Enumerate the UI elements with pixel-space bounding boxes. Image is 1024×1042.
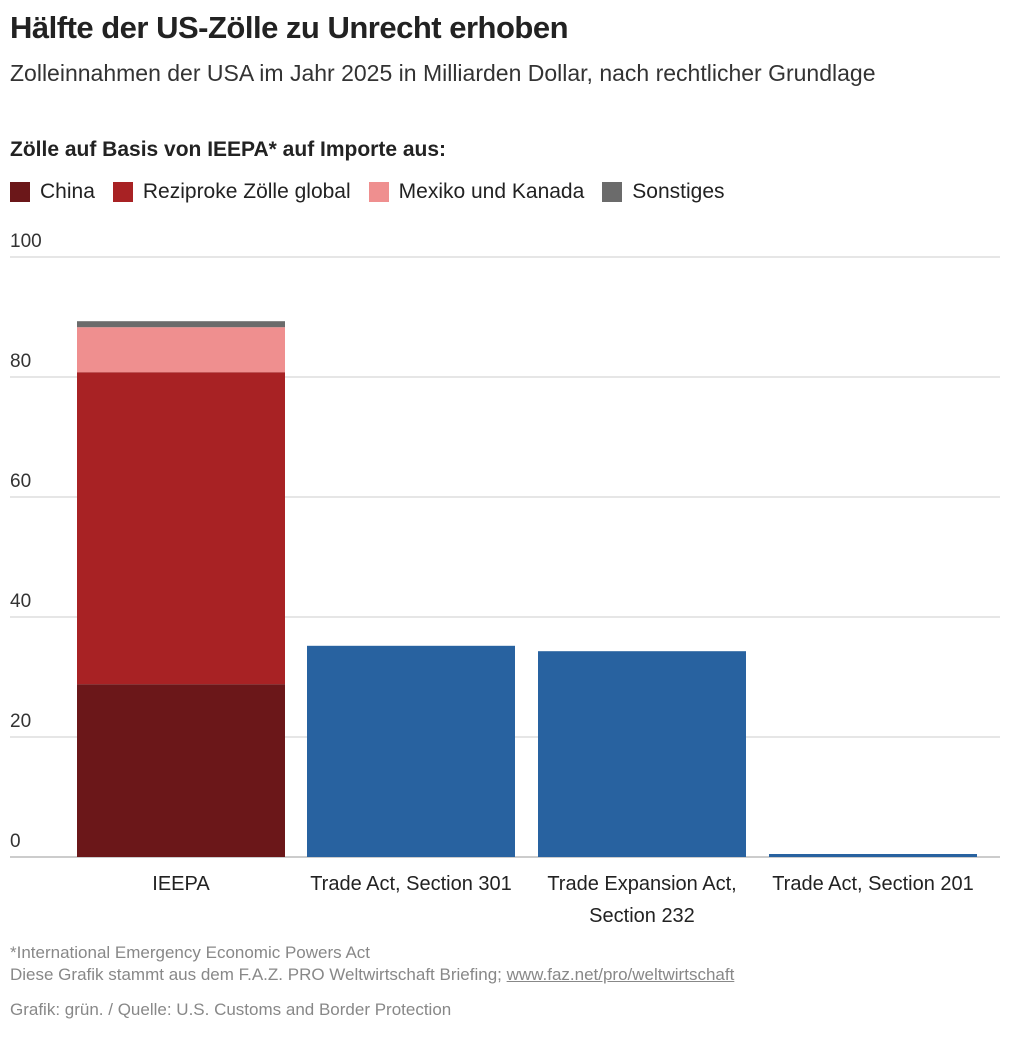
chart-title: Hälfte der US-Zölle zu Unrecht erhoben: [10, 10, 569, 45]
bar-chart: 0 20 40 60 80 100 IEEPA Trade Act, Section 301 T…: [10, 231, 1000, 927]
y-tick-label: 40: [10, 591, 31, 612]
y-tick-label: 60: [10, 471, 31, 492]
y-tick-label: 100: [10, 231, 42, 252]
bar-segment-china: [77, 684, 285, 857]
bar-segment-mexiko-und-kanada: [77, 327, 285, 373]
x-tick-label: Section 232: [589, 905, 695, 927]
y-tick-label: 0: [10, 831, 21, 852]
legend: China Reziproke Zölle global Mexiko und …: [10, 180, 725, 204]
bar: [769, 854, 977, 857]
credit: Grafik: grün. / Quelle: U.S. Customs and…: [10, 1000, 452, 1019]
x-tick-label: Trade Expansion Act,: [547, 873, 736, 895]
legend-item-china: China: [10, 180, 95, 204]
bar: [538, 651, 746, 857]
x-tick-label: Trade Act, Section 201: [772, 873, 974, 895]
legend-swatch: [10, 182, 30, 202]
legend-label: Mexiko und Kanada: [398, 180, 585, 203]
legend-item-reziproke: Reziproke Zölle global: [112, 180, 351, 204]
source-link[interactable]: www.faz.net/pro/weltwirtschaft: [506, 965, 735, 984]
y-tick-label: 80: [10, 351, 31, 372]
source-text: Diese Grafik stammt aus dem F.A.Z. PRO W…: [10, 965, 507, 984]
y-tick-label: 20: [10, 711, 31, 732]
bar: [307, 645, 515, 857]
bar-segment-sonstiges: [77, 321, 285, 328]
x-tick-label: IEEPA: [152, 873, 210, 895]
legend-swatch: [368, 182, 389, 202]
chart-subtitle: Zolleinnahmen der USA im Jahr 2025 in Mi…: [10, 60, 876, 86]
footnote: *International Emergency Economic Powers…: [10, 943, 371, 962]
x-tick-label: Trade Act, Section 301: [310, 873, 512, 895]
legend-swatch: [112, 182, 133, 202]
legend-item-mexiko: Mexiko und Kanada: [368, 180, 585, 204]
legend-label: Reziproke Zölle global: [142, 180, 351, 203]
source-line: Diese Grafik stammt aus dem F.A.Z. PRO W…: [10, 965, 734, 985]
legend-item-sonstiges: Sonstiges: [602, 180, 725, 204]
legend-label: Sonstiges: [632, 180, 725, 203]
bar-segment-reziproke-z-lle-global: [77, 372, 285, 685]
legend-label: China: [40, 180, 95, 203]
legend-swatch: [602, 182, 623, 202]
legend-title: Zölle auf Basis von IEEPA* auf Importe a…: [10, 138, 447, 161]
